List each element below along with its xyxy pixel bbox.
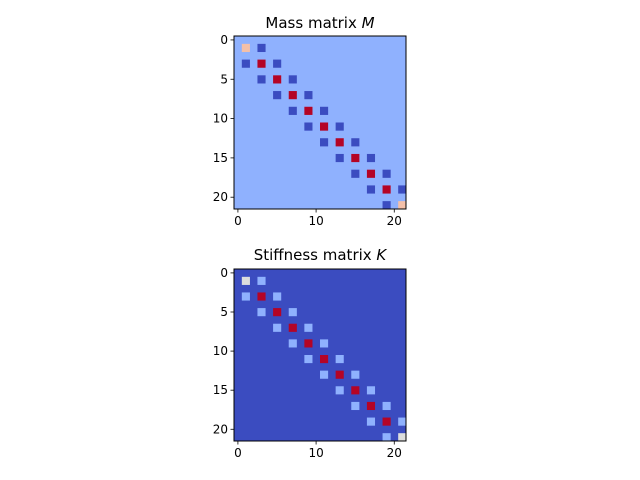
- mass-matrix-cell: [351, 153, 360, 163]
- stiffness-matrix-cell: [273, 292, 282, 301]
- mass-matrix-cell: [241, 59, 250, 68]
- stiffness-matrix-cell: [304, 355, 313, 364]
- mass-matrix-cell: [304, 122, 313, 131]
- stiffness-matrix-cell: [288, 323, 297, 332]
- mass-matrix-cell: [288, 75, 297, 84]
- mass-matrix-plot: Mass matrix M 0 10 20 0 5 10 15 20: [213, 14, 407, 228]
- stiffness-matrix-cell: [257, 292, 266, 301]
- stiffness-matrix-cell: [320, 339, 329, 348]
- stiffness-matrix-cell: [398, 417, 407, 426]
- stiffness-matrix-cell: [382, 417, 391, 426]
- mass-matrix-ytick-label: 10: [213, 112, 228, 126]
- mass-matrix-cell: [335, 153, 344, 163]
- stiffness-matrix-ytick-label: 10: [213, 344, 228, 358]
- mass-matrix-cell: [257, 75, 266, 84]
- mass-matrix-cell: [335, 122, 344, 131]
- mass-matrix-title: Mass matrix M: [265, 14, 374, 32]
- stiffness-matrix-cell: [257, 308, 266, 317]
- mass-matrix-cell: [366, 185, 376, 194]
- stiffness-matrix-ytick-label: 15: [213, 383, 228, 397]
- stiffness-matrix-title: Stiffness matrix K: [254, 246, 388, 264]
- stiffness-matrix-cell: [382, 433, 391, 442]
- mass-matrix-cell: [257, 59, 266, 68]
- stiffness-matrix-cell: [273, 323, 282, 332]
- stiffness-matrix-cell: [273, 308, 282, 317]
- stiffness-matrix-cell: [304, 339, 313, 348]
- stiffness-matrix-xtick-label: 20: [387, 446, 402, 460]
- stiffness-matrix-ticks: 0 10 20 0 5 10 15 20: [213, 266, 402, 460]
- stiffness-matrix-cell: [304, 323, 313, 332]
- stiffness-matrix-cell: [366, 386, 376, 395]
- mass-matrix-ytick-label: 20: [213, 190, 228, 204]
- mass-matrix-xtick-label: 10: [308, 214, 323, 228]
- mass-matrix-cells: [241, 43, 407, 210]
- mass-matrix-cell: [351, 169, 360, 178]
- mass-matrix-cell: [304, 106, 313, 115]
- mass-matrix-ytick-label: 5: [220, 72, 228, 86]
- mass-matrix-cell: [351, 138, 360, 147]
- stiffness-matrix-cell: [288, 308, 297, 317]
- stiffness-matrix-cell: [335, 370, 344, 379]
- stiffness-matrix-cells: [241, 276, 407, 442]
- mass-matrix-frame: [233, 35, 407, 210]
- stiffness-matrix-cell: [335, 386, 344, 395]
- mass-matrix-cell: [398, 185, 407, 194]
- stiffness-matrix-cell: [351, 401, 360, 411]
- stiffness-matrix-cell: [398, 433, 407, 442]
- stiffness-matrix-cell: [351, 370, 360, 379]
- mass-matrix-ytick-label: 0: [220, 33, 228, 47]
- stiffness-matrix-xtick-label: 10: [308, 446, 323, 460]
- stiffness-matrix-ytick-label: 0: [220, 266, 228, 280]
- stiffness-matrix-cell: [335, 355, 344, 364]
- stiffness-matrix-xtick-label: 0: [234, 446, 242, 460]
- mass-matrix-cell: [382, 185, 391, 194]
- stiffness-matrix-cell: [241, 292, 250, 301]
- mass-matrix-cell: [320, 138, 329, 147]
- mass-matrix-cell: [273, 59, 282, 68]
- mass-matrix-ticks: 0 10 20 0 5 10 15 20: [213, 33, 402, 228]
- mass-matrix-cell: [288, 106, 297, 115]
- mass-matrix-xtick-label: 0: [234, 214, 242, 228]
- mass-matrix-cell: [320, 122, 329, 131]
- stiffness-matrix-cell: [241, 276, 250, 285]
- mass-matrix-cell: [366, 169, 376, 178]
- mass-matrix-cell: [241, 43, 250, 53]
- mass-matrix-cell: [273, 75, 282, 84]
- stiffness-matrix-cell: [366, 401, 376, 411]
- mass-matrix-ytick-label: 15: [213, 151, 228, 165]
- mass-matrix-cell: [273, 91, 282, 100]
- mass-matrix-xtick-label: 20: [387, 214, 402, 228]
- stiffness-matrix-cell: [320, 370, 329, 379]
- stiffness-matrix-ytick-label: 5: [220, 305, 228, 319]
- stiffness-matrix-cell: [257, 276, 266, 285]
- mass-matrix-cell: [382, 169, 391, 178]
- stiffness-matrix-cell: [382, 401, 391, 411]
- stiffness-matrix-frame: [233, 268, 407, 442]
- stiffness-matrix-plot: Stiffness matrix K 0 10 20 0 5 10 15 20: [213, 246, 407, 460]
- mass-matrix-cell: [304, 91, 313, 100]
- mass-matrix-cell: [398, 201, 407, 210]
- stiffness-matrix-cell: [366, 417, 376, 426]
- mass-matrix-cell: [320, 106, 329, 115]
- mass-matrix-cell: [366, 153, 376, 163]
- mass-matrix-cell: [288, 91, 297, 100]
- mass-matrix-cell: [382, 201, 391, 210]
- stiffness-matrix-ytick-label: 20: [213, 422, 228, 436]
- mass-matrix-cell: [257, 43, 266, 53]
- stiffness-matrix-cell: [288, 339, 297, 348]
- stiffness-matrix-cell: [320, 355, 329, 364]
- stiffness-matrix-cell: [351, 386, 360, 395]
- mass-matrix-cell: [335, 138, 344, 147]
